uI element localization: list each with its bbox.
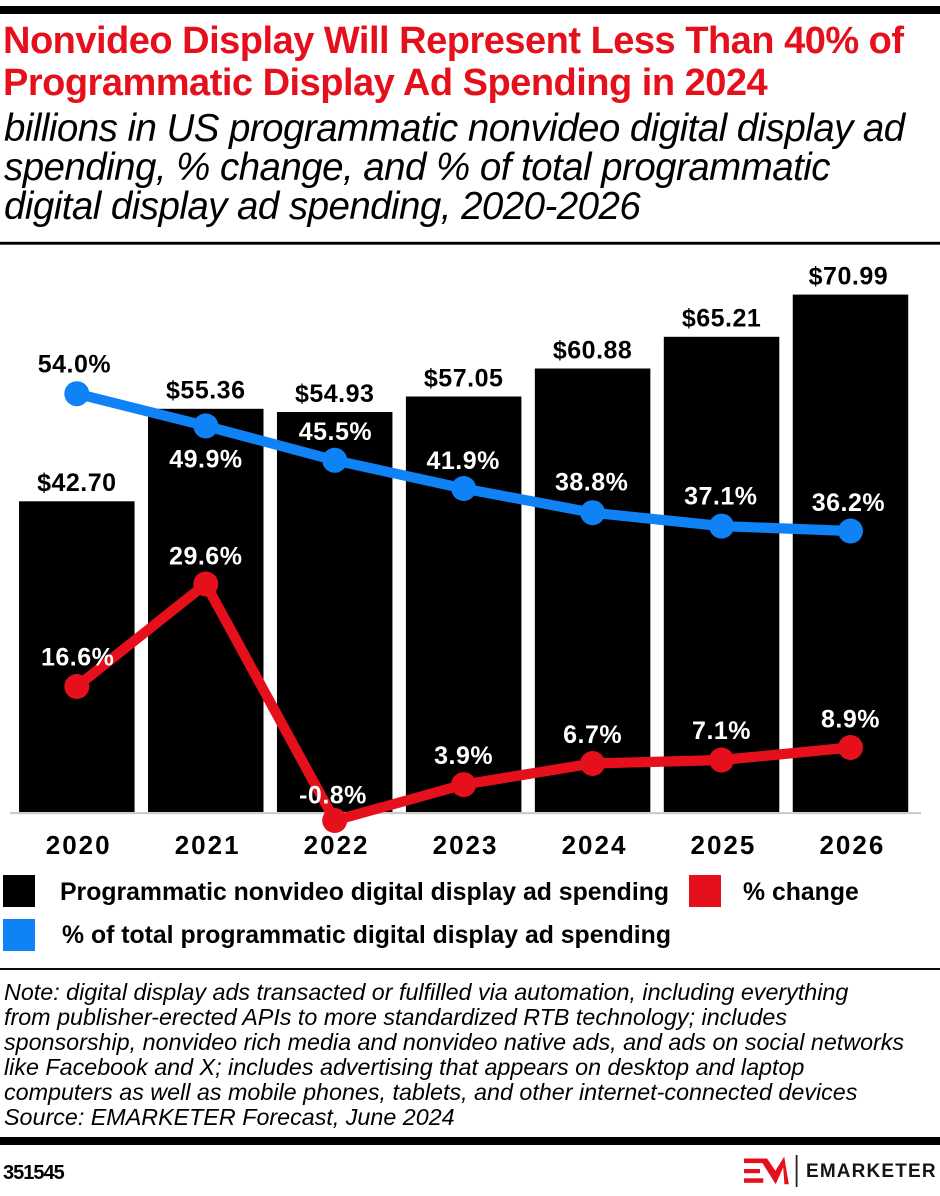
svg-text:45.5%: 45.5%	[299, 418, 372, 446]
svg-text:3.9%: 3.9%	[434, 742, 493, 770]
svg-text:8.9%: 8.9%	[821, 706, 880, 734]
svg-text:49.9%: 49.9%	[169, 446, 242, 474]
svg-text:$54.93: $54.93	[295, 380, 374, 408]
svg-text:$57.05: $57.05	[424, 364, 503, 392]
svg-text:29.6%: 29.6%	[169, 543, 242, 571]
svg-text:2023: 2023	[433, 830, 499, 860]
svg-text:EMARKETER: EMARKETER	[806, 1161, 937, 1182]
svg-text:$70.99: $70.99	[809, 262, 888, 290]
svg-text:2024: 2024	[562, 830, 628, 860]
svg-text:2025: 2025	[691, 830, 757, 860]
svg-text:7.1%: 7.1%	[692, 717, 751, 745]
svg-text:$55.36: $55.36	[166, 377, 245, 405]
svg-text:-0.8%: -0.8%	[299, 782, 367, 810]
svg-text:2020: 2020	[46, 830, 112, 860]
svg-text:16.6%: 16.6%	[41, 644, 114, 672]
svg-text:6.7%: 6.7%	[563, 721, 622, 749]
svg-text:$60.88: $60.88	[553, 336, 632, 364]
svg-text:2022: 2022	[304, 830, 370, 860]
svg-text:$65.21: $65.21	[682, 305, 761, 333]
svg-text:41.9%: 41.9%	[427, 447, 500, 475]
svg-text:2026: 2026	[819, 830, 885, 860]
svg-text:38.8%: 38.8%	[555, 469, 628, 497]
svg-text:54.0%: 54.0%	[38, 350, 111, 378]
svg-text:36.2%: 36.2%	[812, 489, 885, 517]
svg-text:$42.70: $42.70	[37, 469, 116, 497]
svg-text:2021: 2021	[175, 830, 241, 860]
svg-text:37.1%: 37.1%	[684, 483, 757, 511]
